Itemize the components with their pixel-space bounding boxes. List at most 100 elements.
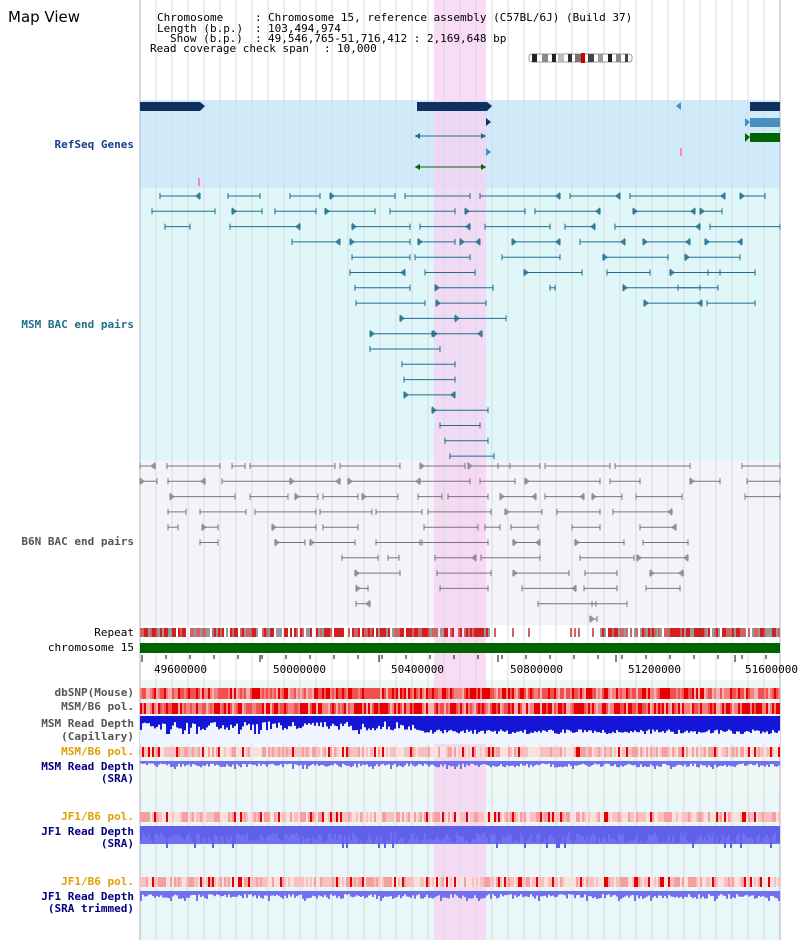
depth-bar: [330, 761, 332, 766]
bac-end-marker: [690, 207, 695, 216]
pol-strip: [426, 688, 428, 699]
depth-bar: [570, 716, 572, 732]
depth-bar: [180, 826, 182, 837]
pol-strip: [320, 812, 322, 822]
pol-strip: [618, 747, 620, 757]
pol-strip: [506, 688, 508, 699]
pol-strip: [148, 747, 150, 757]
depth-bar: [188, 716, 190, 734]
track-label-b6n-bac[interactable]: B6N BAC end pairs: [21, 535, 134, 548]
depth-bar: [726, 826, 728, 837]
depth-bar: [396, 891, 398, 898]
depth-bar: [714, 891, 716, 901]
depth-bar: [230, 826, 232, 836]
track-label-msm-bac[interactable]: MSM BAC end pairs: [21, 318, 134, 331]
pol-strip: [706, 747, 708, 757]
repeat-feature: [428, 628, 430, 637]
pol-strip: [340, 688, 342, 699]
track-label-jf1-depth-trim[interactable]: JF1 Read Depth: [41, 890, 134, 903]
repeat-feature: [740, 628, 742, 637]
track-label-msm-depth-sra[interactable]: MSM Read Depth: [41, 760, 134, 773]
depth-bar: [480, 716, 482, 731]
track-label-msm-b6-pol-2[interactable]: MSM/B6 pol.: [61, 745, 134, 758]
pol-strip: [374, 747, 376, 757]
pol-strip: [252, 747, 254, 757]
track-label-jf1-pol[interactable]: JF1/B6 pol.: [61, 810, 134, 823]
depth-bar: [732, 716, 734, 734]
chromosome-ideogram[interactable]: [528, 52, 634, 64]
pol-strip: [760, 812, 762, 822]
depth-bar: [174, 891, 176, 895]
pol-strip: [768, 703, 770, 714]
depth-bar: [756, 891, 758, 898]
depth-bar: [534, 716, 536, 732]
depth-bar: [566, 716, 568, 730]
pol-strip: [238, 877, 240, 887]
bac-end-marker: [623, 283, 628, 292]
depth-bar: [276, 826, 278, 834]
depth-bar: [520, 761, 522, 764]
pol-strip: [496, 877, 498, 887]
pol-strip: [294, 877, 296, 887]
depth-bar: [640, 826, 642, 841]
depth-bar: [348, 716, 350, 727]
depth-bar: [304, 891, 306, 901]
pol-strip: [460, 747, 462, 757]
depth-bar: [452, 826, 454, 843]
pol-strip: [212, 812, 214, 822]
repeat-feature: [694, 628, 696, 637]
pol-strip: [638, 688, 640, 699]
depth-bar: [166, 891, 168, 898]
pol-strip: [300, 688, 302, 699]
depth-bar: [442, 761, 444, 767]
track-label-dbsnp[interactable]: dbSNP(Mouse): [54, 686, 134, 699]
pol-strip: [176, 703, 178, 714]
pol-strip: [210, 877, 212, 887]
pol-strip: [338, 812, 340, 822]
pol-strip: [764, 877, 766, 887]
pol-strip: [200, 877, 202, 887]
pol-strip: [634, 747, 636, 757]
track-label-jf1-depth[interactable]: JF1 Read Depth: [41, 825, 134, 838]
repeat-feature: [398, 628, 400, 637]
depth-bar: [530, 761, 532, 765]
depth-bar: [162, 716, 164, 724]
depth-bar: [476, 716, 478, 734]
depth-bar: [688, 826, 690, 843]
pol-strip: [738, 747, 740, 757]
pol-strip: [346, 812, 348, 822]
track-label-refseq[interactable]: RefSeq Genes: [54, 138, 134, 151]
depth-bar: [350, 716, 352, 726]
pol-strip: [516, 703, 518, 714]
pol-strip: [702, 747, 704, 757]
depth-bar: [320, 761, 322, 765]
depth-bar: [758, 761, 760, 768]
pol-strip: [260, 812, 262, 822]
pol-strip: [718, 812, 720, 822]
depth-bar: [764, 826, 766, 837]
depth-bar: [340, 761, 342, 768]
pol-strip: [680, 812, 682, 822]
pol-strip: [286, 877, 288, 887]
repeat-feature: [688, 628, 690, 637]
pol-strip: [436, 812, 438, 822]
pol-strip: [658, 812, 660, 822]
depth-bar: [244, 716, 246, 723]
depth-bar: [326, 826, 328, 840]
pol-strip: [774, 688, 776, 699]
pol-strip: [662, 688, 664, 699]
pol-strip: [530, 877, 532, 887]
track-label-msm-b6-pol[interactable]: MSM/B6 pol.: [61, 700, 134, 713]
track-label-msm-depth-cap[interactable]: MSM Read Depth: [41, 717, 134, 730]
depth-bar: [538, 761, 540, 766]
depth-bar: [230, 891, 232, 898]
repeat-feature: [144, 628, 146, 637]
track-label-jf1-pol-2[interactable]: JF1/B6 pol.: [61, 875, 134, 888]
pol-strip: [602, 703, 604, 714]
depth-bar: [184, 826, 186, 841]
pol-strip: [190, 688, 192, 699]
depth-bar: [754, 716, 756, 731]
pol-strip: [690, 812, 692, 822]
depth-bar: [450, 891, 452, 895]
pol-strip: [770, 747, 772, 757]
